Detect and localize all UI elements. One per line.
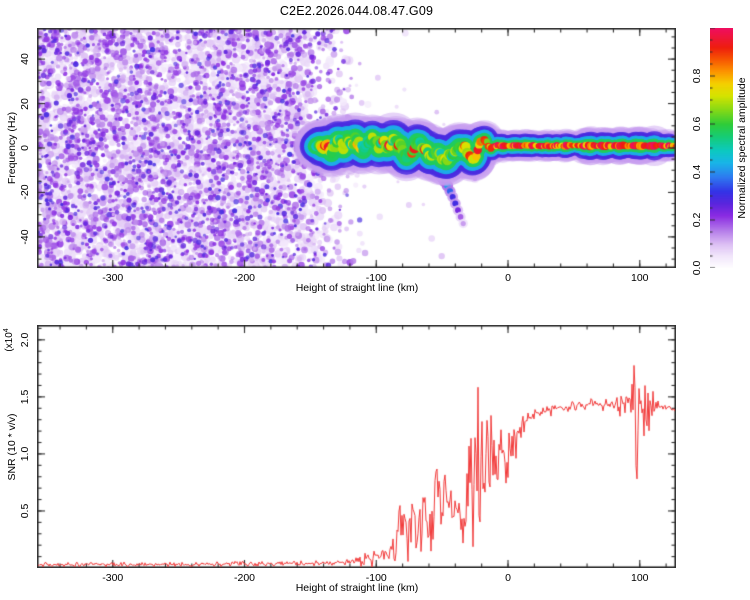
spectrogram-y-tick-label: -20 xyxy=(19,184,31,201)
snr-x-tick-label: -100 xyxy=(365,572,387,584)
spectrogram-x-tick-label: -300 xyxy=(102,272,124,284)
spectrogram-y-tick-label: 20 xyxy=(19,97,31,110)
spectrogram-y-tick-label: 40 xyxy=(19,53,31,65)
spectrogram-x-tick-label: 100 xyxy=(631,272,649,284)
spectrogram-yaxis-label: Frequency (Hz) xyxy=(6,111,18,185)
chart-title: C2E2.2026.044.08.47.G09 xyxy=(279,4,434,18)
colorbar-label: Normalized spectral amplitude xyxy=(736,77,748,219)
snr-xaxis-label: Height of straight line (km) xyxy=(295,582,419,594)
snr-x-tick-label: 0 xyxy=(505,572,511,584)
spectrogram-y-tick-label: -40 xyxy=(19,229,31,245)
spectrogram-canvas xyxy=(37,28,676,268)
snr-x-tick-label: -200 xyxy=(233,572,256,584)
spectrogram-y-tick-label: 0 xyxy=(19,145,31,151)
colorbar-tick-label: 0.4 xyxy=(691,164,703,180)
spectrogram-x-tick-label: -200 xyxy=(233,272,256,284)
snr-yaxis-scale-label: (x104 xyxy=(2,328,16,352)
colorbar-tick-label: 0.0 xyxy=(691,260,703,276)
snr-y-tick-label: 1.0 xyxy=(19,446,31,462)
colorbar-canvas xyxy=(710,28,733,268)
snr-plot-canvas xyxy=(37,325,676,568)
colorbar-tick-label: 0.2 xyxy=(691,212,703,228)
spectrogram-x-tick-label: 0 xyxy=(505,272,511,284)
snr-y-tick-label: 1.5 xyxy=(19,389,31,405)
colorbar-tick-label: 0.8 xyxy=(691,68,703,84)
spectrogram-xaxis-label: Height of straight line (km) xyxy=(295,282,419,294)
snr-y-tick-label: 0.5 xyxy=(19,503,31,519)
colorbar-tick-label: 0.6 xyxy=(691,116,703,132)
snr-x-tick-label: 100 xyxy=(631,572,649,584)
snr-yaxis-label: SNR (10 * v/v) xyxy=(6,413,18,481)
spectrogram-x-tick-label: -100 xyxy=(365,272,387,284)
snr-y-tick-label: 2.0 xyxy=(19,332,31,348)
snr-x-tick-label: -300 xyxy=(102,572,124,584)
